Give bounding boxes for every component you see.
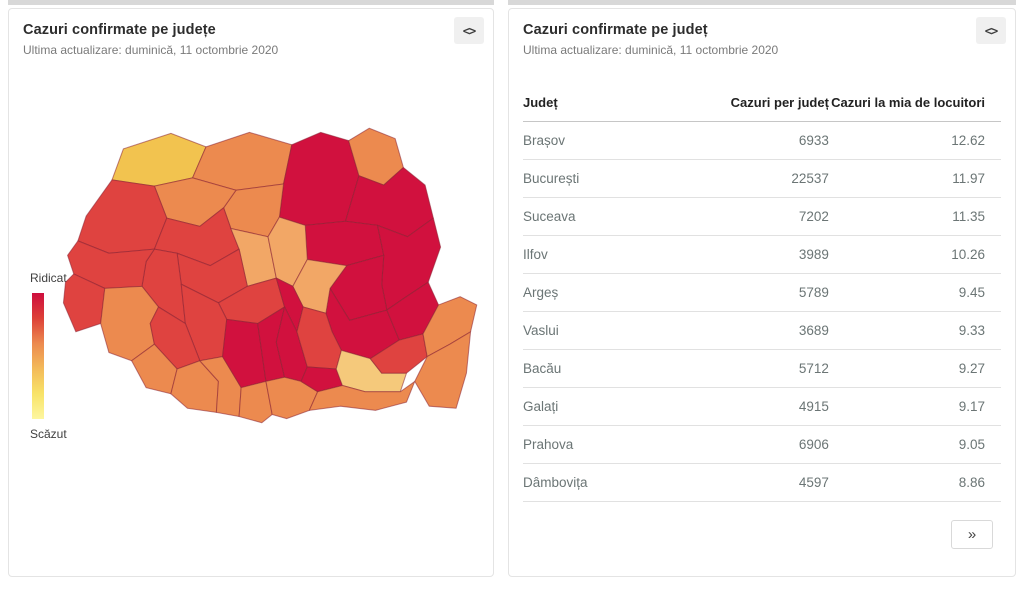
legend-gradient-bar — [32, 293, 44, 419]
cases-per-mille-cell: 9.05 — [828, 425, 1001, 464]
map-color-legend: Ridicat Scăzut — [30, 271, 90, 441]
embed-button-map[interactable]: <> — [454, 17, 484, 44]
table-row: Brașov 6933 12.62 — [523, 121, 1001, 160]
county-name-cell: Brașov — [523, 121, 715, 160]
county-name-cell: București — [523, 159, 715, 198]
county-name-cell: Suceava — [523, 197, 715, 236]
county-name-cell: Vaslui — [523, 311, 715, 350]
table-row: Galați 4915 9.17 — [523, 387, 1001, 426]
county-region-suceava[interactable] — [278, 131, 360, 226]
column-header-county: Județ — [523, 95, 715, 122]
table-row: Argeș 5789 9.45 — [523, 273, 1001, 312]
map-panel-title: Cazuri confirmate pe județe — [23, 22, 216, 38]
double-chevron-right-icon: » — [967, 526, 977, 543]
cases-per-mille-cell: 11.35 — [828, 197, 1001, 236]
cases-per-mille-cell: 9.45 — [828, 273, 1001, 312]
county-region-constanta[interactable] — [414, 331, 472, 409]
cases-count-cell: 7202 — [714, 197, 829, 236]
column-header-cases-per-county: Cazuri per județ — [714, 95, 829, 122]
table-row: Ilfov 3989 10.26 — [523, 235, 1001, 274]
county-region-teleorman[interactable] — [238, 380, 273, 424]
romania-choropleth-map — [62, 127, 478, 424]
embed-code-icon: <> — [462, 23, 476, 38]
cases-per-mille-cell: 11.97 — [828, 159, 1001, 198]
table-panel-title: Cazuri confirmate pe județ — [523, 22, 708, 38]
cases-count-cell: 4915 — [714, 387, 829, 426]
cases-per-mille-cell: 9.27 — [828, 349, 1001, 388]
county-region-calarasi[interactable] — [308, 380, 416, 411]
cases-count-cell: 22537 — [714, 159, 829, 198]
county-table: Județ Cazuri per județ Cazuri la mia de lo… — [523, 95, 1001, 502]
table-header-row: Județ Cazuri per județ Cazuri la mia de lo… — [523, 95, 1001, 122]
cases-per-mille-cell: 12.62 — [828, 121, 1001, 160]
legend-high-label: Ridicat — [30, 271, 67, 285]
county-name-cell: Galați — [523, 387, 715, 426]
pagination: » — [509, 520, 993, 549]
table-row: București 22537 11.97 — [523, 159, 1001, 198]
column-header-cases-per-mille: Cazuri la mia de locuitori — [828, 95, 1001, 122]
cases-count-cell: 3689 — [714, 311, 829, 350]
table-row: Suceava 7202 11.35 — [523, 197, 1001, 236]
next-page-button[interactable]: » — [951, 520, 993, 549]
cases-per-mille-cell: 10.26 — [828, 235, 1001, 274]
county-table-body: Brașov 6933 12.62 București 22537 11.97 Suceav… — [523, 121, 1001, 502]
table-row: Dâmbovița 4597 8.86 — [523, 463, 1001, 502]
map-panel: Cazuri confirmate pe județe Ultima actua… — [8, 8, 494, 577]
table-panel-subtitle: Ultima actualizare: duminică, 11 octombr… — [523, 43, 779, 57]
county-region-mehedinti[interactable] — [131, 343, 178, 395]
table-row: Vaslui 3689 9.33 — [523, 311, 1001, 350]
table-panel: Cazuri confirmate pe județ Ultima actual… — [508, 8, 1016, 577]
map-panel-header: Cazuri confirmate pe județe Ultima actua… — [9, 9, 493, 57]
top-strip-right — [508, 0, 1016, 5]
cases-count-cell: 6906 — [714, 425, 829, 464]
cases-count-cell: 3989 — [714, 235, 829, 274]
county-name-cell: Prahova — [523, 425, 715, 464]
county-name-cell: Argeș — [523, 273, 715, 312]
table-row: Bacău 5712 9.27 — [523, 349, 1001, 388]
map-panel-subtitle: Ultima actualizare: duminică, 11 octombr… — [23, 43, 279, 57]
embed-button-table[interactable]: <> — [976, 17, 1006, 44]
table-panel-header: Cazuri confirmate pe județ Ultima actual… — [509, 9, 1015, 57]
embed-code-icon: <> — [984, 23, 998, 38]
cases-count-cell: 6933 — [714, 121, 829, 160]
cases-count-cell: 5712 — [714, 349, 829, 388]
county-table-wrapper: Județ Cazuri per județ Cazuri la mia de lo… — [523, 95, 1001, 502]
county-region-bihor[interactable] — [77, 179, 168, 254]
cases-count-cell: 4597 — [714, 463, 829, 502]
county-name-cell: Bacău — [523, 349, 715, 388]
cases-per-mille-cell: 9.33 — [828, 311, 1001, 350]
county-name-cell: Dâmbovița — [523, 463, 715, 502]
top-strip-left — [8, 0, 494, 5]
table-row: Prahova 6906 9.05 — [523, 425, 1001, 464]
cases-per-mille-cell: 9.17 — [828, 387, 1001, 426]
county-name-cell: Ilfov — [523, 235, 715, 274]
legend-low-label: Scăzut — [30, 427, 67, 441]
cases-per-mille-cell: 8.86 — [828, 463, 1001, 502]
cases-count-cell: 5789 — [714, 273, 829, 312]
